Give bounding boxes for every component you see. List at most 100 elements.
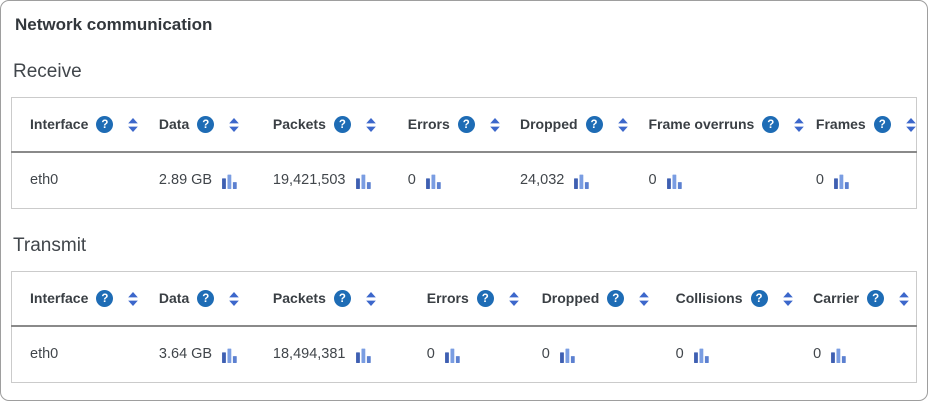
sort-icon[interactable] [905,117,917,133]
column-label: Carrier [813,290,860,306]
column-header-packets: Packets ? [254,97,390,153]
column-header-collisions: Collisions ? [657,271,796,327]
bar-chart-icon[interactable] [355,172,372,189]
help-icon[interactable]: ? [333,290,351,307]
bar-chart-icon[interactable] [221,172,238,189]
column-header-interface: Interface ? [11,97,141,153]
bar-chart-icon[interactable] [666,172,683,189]
help-icon[interactable]: ? [333,116,351,133]
sort-icon[interactable] [898,291,910,307]
collisions-value: 0 [675,346,684,362]
help-icon[interactable]: ? [197,290,215,307]
table-row: eth0 3.64 GB 18,494,381 [12,326,917,383]
column-label: Data [158,116,190,132]
data-value: 2.89 GB [158,172,213,188]
sort-icon[interactable] [127,291,139,307]
sort-icon[interactable] [127,117,139,133]
cell-interface: eth0 [12,326,141,383]
column-header-data: Data ? [140,97,255,153]
help-icon[interactable]: ? [867,290,885,307]
column-label: Frame overruns [648,116,755,132]
cell-packets: 18,494,381 [255,326,409,383]
packets-value: 19,421,503 [272,172,346,188]
transmit-header-row: Interface ? Data ? [11,271,917,327]
bar-chart-icon[interactable] [425,172,442,189]
help-icon[interactable]: ? [476,290,494,307]
bar-chart-icon[interactable] [573,172,590,189]
bar-chart-icon[interactable] [559,346,576,363]
cell-frame-overruns: 0 [630,152,797,209]
sort-icon[interactable] [638,291,650,307]
sort-icon[interactable] [228,291,240,307]
cell-interface: eth0 [12,152,141,209]
bar-chart-icon[interactable] [444,346,461,363]
dropped-value: 24,032 [519,172,565,188]
cell-errors: 0 [390,152,502,209]
interface-value: eth0 [30,346,59,362]
bar-chart-icon[interactable] [355,346,372,363]
help-icon[interactable]: ? [750,290,768,307]
sort-icon[interactable] [508,291,520,307]
receive-section-label: Receive [13,61,82,82]
sort-icon[interactable] [489,117,501,133]
column-header-data: Data ? [140,271,255,327]
cell-dropped: 0 [524,326,658,383]
carrier-value: 0 [813,346,822,362]
interface-value: eth0 [30,172,59,188]
transmit-table: Interface ? Data ? [11,271,917,383]
column-label: Errors [407,116,450,132]
cell-dropped: 24,032 [502,152,631,209]
column-header-errors: Errors ? [408,271,524,327]
cell-data: 2.89 GB [141,152,255,209]
help-icon[interactable]: ? [762,116,780,133]
sort-icon[interactable] [617,117,629,133]
column-label: Collisions [675,290,743,306]
sort-icon[interactable] [782,291,794,307]
cell-packets: 19,421,503 [255,152,390,209]
cell-carrier: 0 [795,326,916,383]
column-label: Interface [30,290,89,306]
packets-value: 18,494,381 [272,346,346,362]
help-icon[interactable]: ? [585,116,603,133]
help-icon[interactable]: ? [607,290,625,307]
dropped-value: 0 [541,346,550,362]
cell-data: 3.64 GB [141,326,255,383]
page-title: Network communication [15,15,213,34]
column-label: Packets [272,116,326,132]
sort-icon[interactable] [793,117,805,133]
column-header-carrier: Carrier ? [795,271,917,327]
receive-table: Interface ? Data ? [11,97,917,209]
column-label: Errors [426,290,469,306]
column-header-frames: Frames ? [797,97,917,153]
errors-value: 0 [407,172,416,188]
bar-chart-icon[interactable] [221,346,238,363]
sort-icon[interactable] [365,117,377,133]
column-header-frame-overruns: Frame overruns ? [630,97,805,153]
help-icon[interactable]: ? [197,116,215,133]
bar-chart-icon[interactable] [693,346,710,363]
table-row: eth0 2.89 GB 19,421,503 [12,152,917,209]
bar-chart-icon[interactable] [830,346,847,363]
cell-errors: 0 [409,326,524,383]
receive-header-row: Interface ? Data ? [11,97,917,153]
help-icon[interactable]: ? [457,116,475,133]
help-icon[interactable]: ? [96,290,114,307]
column-header-dropped: Dropped ? [523,271,658,327]
column-header-interface: Interface ? [11,271,141,327]
cell-frames: 0 [798,152,917,209]
column-header-packets: Packets ? [254,271,409,327]
errors-value: 0 [426,346,435,362]
column-label: Data [158,290,190,306]
cell-collisions: 0 [658,326,796,383]
bar-chart-icon[interactable] [833,172,850,189]
transmit-section-label: Transmit [13,235,87,256]
column-header-errors: Errors ? [389,97,502,153]
frame-overruns-value: 0 [648,172,657,188]
help-icon[interactable]: ? [96,116,114,133]
column-header-dropped: Dropped ? [501,97,631,153]
sort-icon[interactable] [365,291,377,307]
column-label: Dropped [541,290,600,306]
help-icon[interactable]: ? [873,116,891,133]
sort-icon[interactable] [228,117,240,133]
